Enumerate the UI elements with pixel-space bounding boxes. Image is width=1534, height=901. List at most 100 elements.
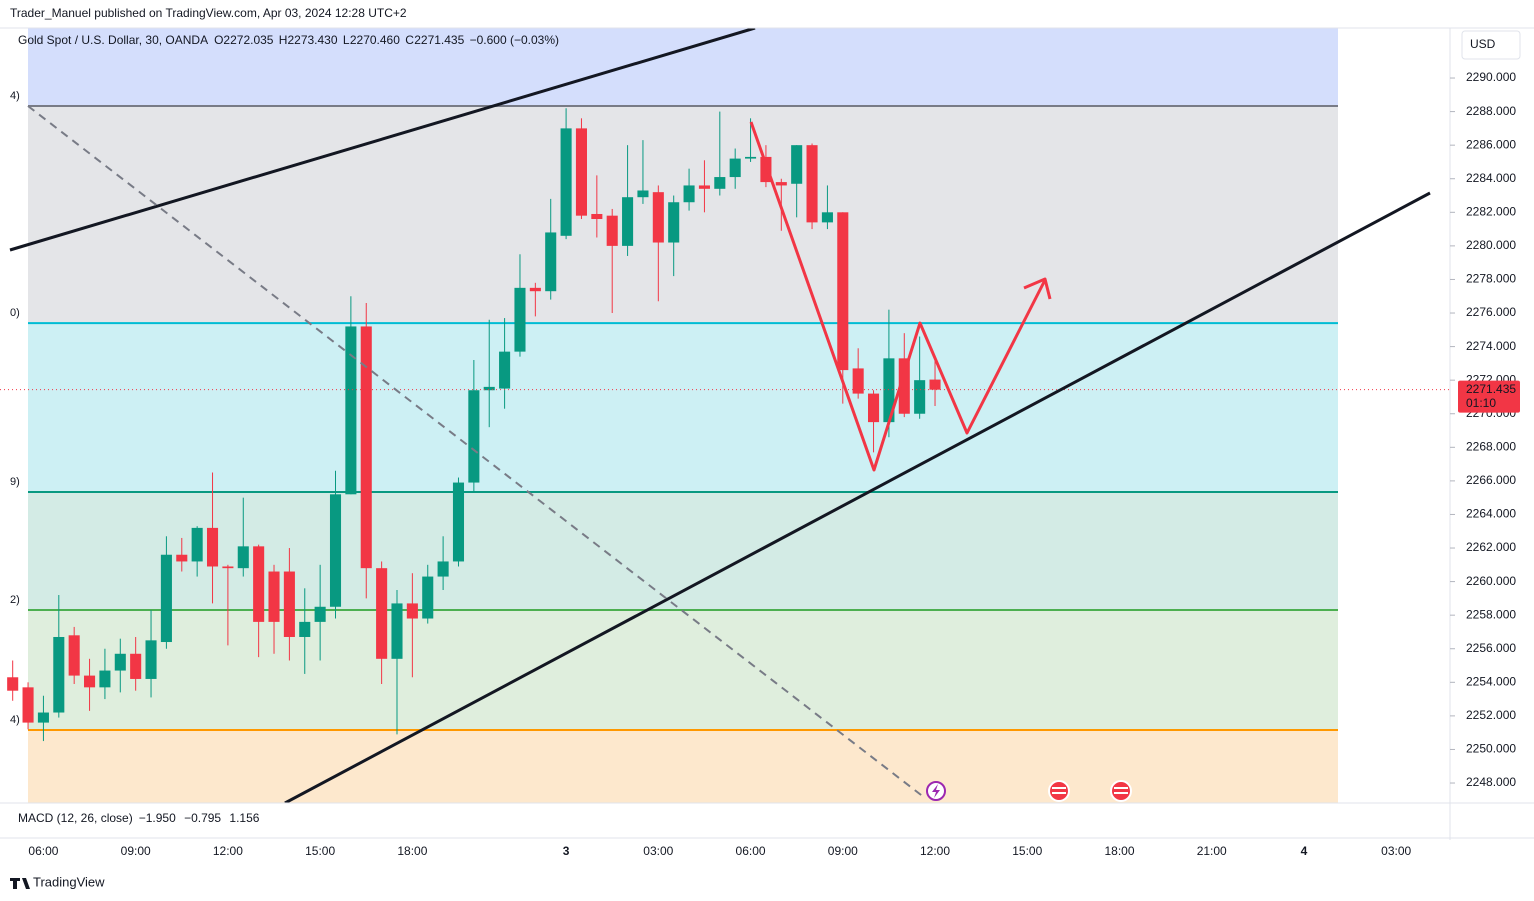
tv-logo [10, 878, 30, 889]
candle-body [652, 192, 664, 243]
fib-label: 9) [10, 476, 20, 488]
projection-path [749, 121, 1047, 472]
candle-body [545, 232, 557, 292]
candle-body [22, 687, 34, 723]
candle-body [329, 494, 342, 607]
y-tick-label: 2248.000 [1466, 775, 1516, 789]
candle-body [883, 358, 895, 423]
x-tick-label: 3 [563, 844, 570, 858]
fib-label: 4) [10, 714, 20, 726]
y-tick-label: 2282.000 [1466, 204, 1516, 218]
candle-body [7, 677, 19, 691]
x-tick-label: 4 [1301, 844, 1308, 858]
x-tick-label: 12:00 [920, 844, 950, 858]
y-tick-label: 2276.000 [1466, 305, 1516, 319]
currency[interactable]: USD [1470, 37, 1496, 51]
candle-body [745, 156, 757, 159]
candle-body [253, 546, 265, 622]
candle-body [268, 571, 280, 622]
x-tick-label: 21:00 [1197, 844, 1227, 858]
candle-body [283, 571, 295, 637]
flag-stripe [1052, 792, 1066, 794]
ohlc-key: L [343, 33, 350, 47]
ohlc-key: C [405, 33, 414, 47]
event-icons [926, 780, 1132, 802]
candle-body [898, 358, 910, 414]
fib-zone [28, 28, 1338, 107]
fib-label: 4) [10, 90, 20, 102]
candle-body [529, 287, 541, 292]
trend-line [9, 28, 756, 252]
ohlc-value: 2272.035 [223, 33, 273, 47]
candle-body [606, 215, 618, 246]
ohlc-key: O [214, 33, 223, 47]
fib-label: 2) [10, 594, 20, 606]
candle-body [222, 566, 234, 569]
event-icon [1048, 780, 1070, 802]
candle-body [53, 636, 65, 713]
drawings [9, 28, 1431, 803]
candle-body [376, 568, 388, 659]
y-tick-label: 2278.000 [1466, 272, 1516, 286]
candle-body [360, 326, 372, 569]
candle-body [760, 156, 772, 183]
candle-body [914, 380, 926, 414]
candle-body [84, 675, 96, 688]
y-tick-label: 2288.000 [1466, 104, 1516, 118]
y-tick-label: 2256.000 [1466, 641, 1516, 655]
price-tag-countdown: 01:10 [1466, 396, 1496, 410]
candle-body [591, 213, 603, 220]
flag-stripe [1114, 792, 1128, 794]
publisher: Trader_Manuel published on TradingView.c… [10, 6, 407, 20]
y-tick-label: 2266.000 [1466, 473, 1516, 487]
flag-stripe [1052, 787, 1066, 789]
candle-body [868, 393, 880, 423]
candle-body [391, 603, 403, 659]
y-tick-label: 2284.000 [1466, 171, 1516, 185]
change: −0.600 (−0.03%) [470, 33, 559, 47]
symbol: Gold Spot / U.S. Dollar, 30, OANDA [18, 33, 208, 47]
y-tick-label: 2258.000 [1466, 607, 1516, 621]
macd-value: −0.795 [184, 811, 221, 825]
candle-body [406, 603, 418, 619]
fib-zones: 4) 0) 9) 2) 4) [10, 28, 1338, 803]
y-tick-label: 2264.000 [1466, 507, 1516, 521]
y-tick-label: 2260.000 [1466, 574, 1516, 588]
brand: TradingView [33, 874, 105, 889]
y-tick-label: 2254.000 [1466, 674, 1516, 688]
candle-body [852, 368, 864, 394]
fib-zone [28, 729, 1338, 803]
candle-body [237, 546, 249, 569]
macd-value: 1.156 [229, 811, 259, 825]
x-tick-label: 03:00 [1381, 844, 1411, 858]
arrow-head [1023, 277, 1052, 300]
ohlc-value: 2270.460 [350, 33, 400, 47]
y-tick-label: 2274.000 [1466, 339, 1516, 353]
candle-body [483, 386, 495, 391]
fib-zone [28, 106, 1338, 324]
candle-body [560, 128, 572, 236]
y-tick-label: 2268.000 [1466, 439, 1516, 453]
y-tick-label: 2290.000 [1466, 70, 1516, 84]
candle-body [68, 635, 80, 676]
candles [0, 108, 1450, 742]
candle-body [130, 653, 142, 679]
candle-body [37, 712, 49, 723]
price-tag [1458, 380, 1520, 413]
dashed-line [27, 105, 926, 799]
candle-body [622, 197, 634, 246]
candle-body [468, 390, 480, 483]
macd-value: −1.950 [139, 811, 176, 825]
macd-title: MACD (12, 26, close) [18, 811, 133, 825]
candle-body [668, 202, 680, 243]
candle-body [821, 212, 833, 223]
currency-button[interactable] [1461, 30, 1521, 60]
flag-stripe [1114, 787, 1128, 789]
x-tick-label: 03:00 [643, 844, 673, 858]
candle-body [145, 640, 157, 679]
candle-body [314, 606, 326, 622]
lightning [932, 784, 940, 798]
candle-body [452, 482, 465, 562]
candle-body [837, 212, 849, 371]
